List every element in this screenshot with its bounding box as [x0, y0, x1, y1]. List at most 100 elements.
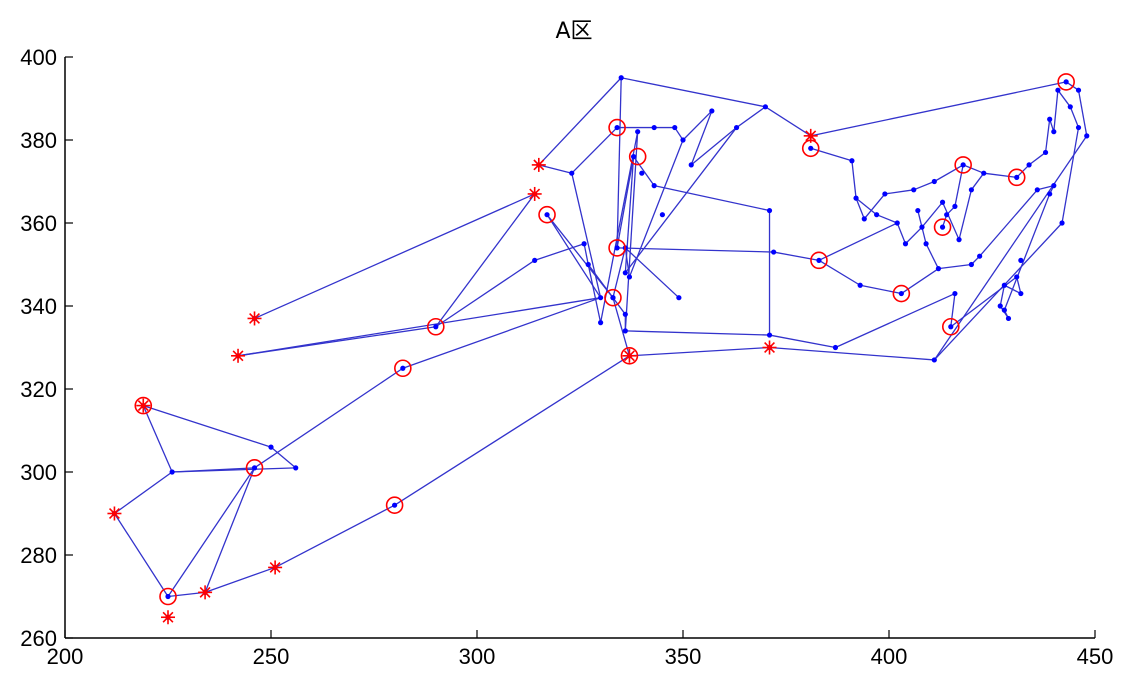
network-node	[894, 220, 900, 226]
network-edge	[167, 467, 256, 597]
network-edge	[962, 164, 985, 174]
network-node	[898, 290, 904, 297]
network-node	[919, 224, 925, 230]
network-node	[659, 212, 666, 218]
network-node	[1067, 104, 1073, 110]
network-edge	[958, 189, 973, 240]
circle-marker	[1007, 168, 1026, 187]
network-edge	[941, 201, 960, 240]
network-node	[169, 469, 175, 475]
network-edge	[1057, 89, 1071, 108]
network-edge	[900, 268, 939, 295]
star-marker	[198, 585, 213, 600]
network-edge	[435, 193, 536, 328]
network-node	[1051, 129, 1057, 135]
network-edge	[628, 139, 684, 278]
x-tick-label: 400	[871, 644, 908, 669]
circle-marker	[941, 317, 960, 336]
network-edge	[394, 355, 630, 506]
network-edge	[1053, 90, 1059, 132]
circle-marker	[954, 156, 972, 174]
network-edge	[270, 446, 297, 469]
circle-marker	[1057, 73, 1075, 91]
network-node	[622, 311, 628, 317]
network-edge	[933, 135, 1088, 361]
network-edge	[970, 172, 985, 191]
network-edge	[237, 297, 601, 357]
network-node	[622, 328, 628, 334]
network-node	[952, 203, 958, 209]
network-edge	[950, 293, 956, 327]
star-marker	[268, 560, 283, 575]
network-edge	[1061, 127, 1080, 224]
network-node	[956, 237, 962, 243]
network-edge	[546, 214, 614, 299]
y-tick-label: 360	[20, 211, 57, 236]
network-node	[874, 212, 880, 218]
circles-layer	[134, 73, 1075, 606]
network-edge	[546, 214, 602, 299]
x-tick-label: 300	[459, 644, 496, 669]
plot-axes	[64, 57, 1095, 639]
network-node	[816, 257, 822, 263]
star-marker	[803, 128, 818, 143]
network-edge	[938, 263, 972, 270]
network-edge	[999, 285, 1005, 307]
chart-title: A区	[555, 19, 592, 44]
circle-marker	[933, 218, 952, 236]
network-node	[268, 444, 274, 450]
x-tick-label: 450	[1077, 644, 1114, 669]
network-edge	[682, 110, 713, 141]
network-edge	[1016, 276, 1022, 294]
network-edge	[624, 247, 680, 299]
star-marker	[136, 398, 151, 413]
network-edge	[860, 284, 902, 295]
network-node	[931, 357, 937, 363]
network-node	[251, 465, 258, 471]
y-tick-label: 380	[20, 128, 57, 153]
network-node	[1018, 257, 1024, 263]
network-edge	[863, 193, 886, 220]
network-node	[433, 324, 439, 330]
network-node	[1042, 149, 1049, 156]
y-tick-label: 260	[20, 626, 57, 651]
circle-marker	[892, 284, 911, 303]
network-edge	[571, 173, 602, 298]
network-node	[709, 108, 715, 114]
star-marker	[527, 186, 542, 201]
network-edge	[913, 180, 935, 191]
network-node	[400, 365, 406, 371]
network-node	[766, 332, 773, 338]
network-node	[997, 303, 1003, 309]
network-edge	[629, 346, 770, 357]
network-edge	[690, 127, 737, 166]
network-edge	[538, 77, 622, 166]
network-edge	[204, 467, 256, 593]
stars-layer	[107, 128, 818, 625]
network-edge	[1077, 90, 1088, 136]
network-edge	[896, 222, 907, 244]
network-node	[1055, 87, 1061, 93]
star-marker	[231, 348, 246, 363]
network-node	[598, 320, 604, 326]
network-edge	[654, 185, 770, 212]
network-edge	[818, 222, 898, 261]
network-node	[853, 195, 859, 201]
network-edge	[625, 330, 770, 336]
network-node	[1001, 307, 1007, 313]
network-edge	[254, 193, 535, 320]
network-node	[1034, 187, 1040, 193]
network-node	[651, 124, 657, 131]
network-edge	[835, 292, 956, 349]
circle-marker	[134, 396, 153, 415]
network-node	[1051, 183, 1057, 189]
y-tick-label: 300	[20, 460, 57, 485]
network-edge	[810, 147, 853, 162]
circle-marker	[628, 147, 647, 166]
network-node	[857, 282, 863, 288]
network-edge	[142, 405, 173, 473]
circle-marker	[426, 317, 445, 336]
network-edge	[599, 131, 639, 323]
network-node	[952, 290, 958, 297]
